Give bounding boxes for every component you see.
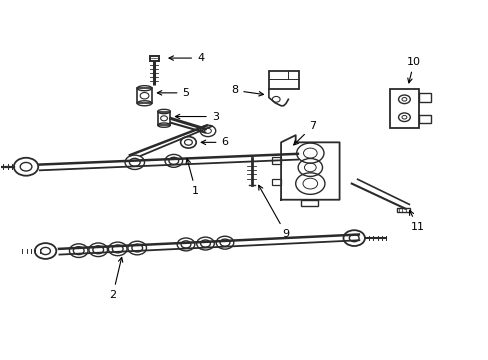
- Text: 8: 8: [231, 85, 263, 96]
- Bar: [272, 179, 281, 185]
- Text: 10: 10: [407, 57, 420, 83]
- Text: 4: 4: [169, 53, 204, 63]
- Bar: [268, 71, 299, 89]
- Bar: [418, 93, 430, 102]
- Bar: [396, 208, 409, 212]
- Text: 5: 5: [157, 88, 189, 98]
- Bar: [389, 89, 418, 128]
- Text: 9: 9: [258, 185, 289, 239]
- Bar: [158, 112, 170, 125]
- Text: 11: 11: [409, 211, 424, 231]
- Bar: [137, 88, 152, 103]
- Text: 6: 6: [201, 138, 228, 147]
- Bar: [150, 56, 158, 61]
- Bar: [418, 115, 430, 123]
- Text: 2: 2: [109, 257, 122, 300]
- Bar: [272, 157, 281, 163]
- Text: 3: 3: [175, 112, 218, 122]
- Text: 7: 7: [293, 121, 316, 145]
- Text: 1: 1: [185, 159, 199, 196]
- Bar: [300, 200, 317, 206]
